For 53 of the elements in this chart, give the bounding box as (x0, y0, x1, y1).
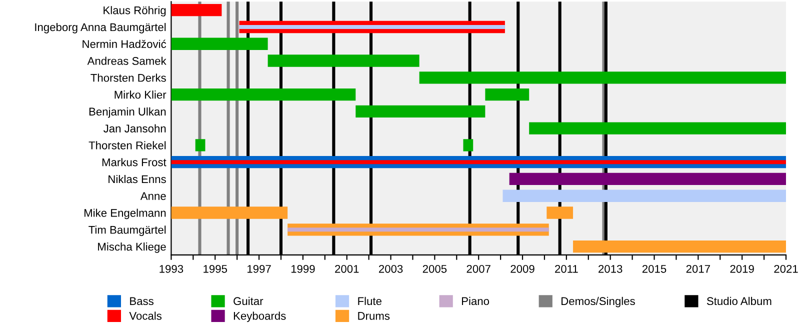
bar (419, 72, 786, 84)
legend-label: Demos/Singles (562, 296, 635, 308)
x-tick-label: 2021 (774, 264, 798, 273)
x-tick-label: 2001 (335, 264, 359, 273)
legend-label: Keyboards (234, 312, 286, 322)
x-tick-label: 1995 (204, 264, 228, 273)
y-tick-label: Ingeborg Anna Baumgärtel (35, 22, 166, 34)
legend-label: Guitar (234, 296, 264, 306)
bar (171, 206, 288, 219)
x-tick-label: 1997 (248, 264, 271, 273)
y-tick-label: Thorsten Derks (90, 74, 166, 82)
y-tick-label: Mike Engelmann (84, 208, 166, 220)
y-tick-label: Tim Baumgärtel (88, 226, 166, 236)
bar (268, 54, 420, 67)
legend-label: Flute (358, 296, 382, 306)
bar (195, 139, 206, 152)
y-tick-label: Benjamin Ulkan (89, 107, 166, 118)
y-tick-label: Mischa Kliege (98, 242, 166, 253)
x-tick-label: 1999 (291, 264, 315, 273)
y-tick-label: Markus Frost (102, 158, 166, 166)
y-tick-label: Mirko Klier (114, 90, 166, 99)
x-tick-label: 2003 (378, 264, 403, 273)
bar (171, 4, 222, 16)
x-tick-label: 2007 (466, 264, 490, 273)
x-tick-label: 2013 (598, 264, 622, 273)
legend-label: Vocals (129, 312, 162, 320)
y-tick-label: Nermin Hadžović (82, 40, 166, 48)
bar (288, 228, 549, 232)
y-tick-label: Anne (140, 192, 166, 200)
x-tick-label: 2011 (555, 264, 578, 273)
x-tick-label: 2019 (730, 264, 754, 273)
bar (356, 105, 486, 118)
y-tick-label: Niklas Enns (108, 174, 166, 184)
legend-label: Drums (358, 312, 390, 320)
bar (171, 88, 356, 101)
x-tick-label: 2009 (510, 264, 534, 273)
legend-label: Bass (130, 297, 154, 306)
bar (463, 139, 474, 152)
legend-label: Studio Album (706, 296, 772, 306)
y-tick-label: Andreas Samek (87, 56, 166, 65)
y-tick-label: Jan Jansohn (104, 124, 166, 132)
x-tick-label: 2015 (642, 264, 666, 273)
x-tick-label: 2017 (686, 264, 710, 273)
legend-label: Piano (462, 296, 490, 306)
bar (509, 172, 786, 186)
bar (485, 88, 530, 101)
x-tick-label: 2005 (422, 264, 447, 273)
bar (546, 206, 574, 219)
bar (529, 122, 786, 134)
y-tick-label: Thorsten Riekel (88, 141, 166, 150)
y-tick-label: Klaus Röhrig (104, 6, 166, 16)
bar (171, 38, 268, 50)
x-tick-label: 1993 (160, 264, 184, 273)
